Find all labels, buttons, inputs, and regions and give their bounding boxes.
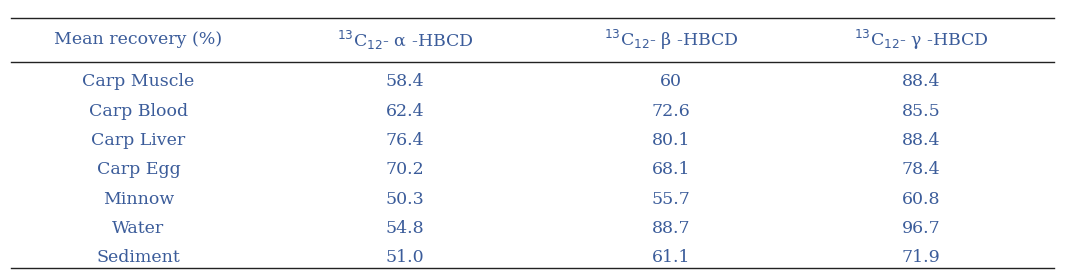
Text: 88.4: 88.4 bbox=[902, 73, 940, 90]
Text: 96.7: 96.7 bbox=[902, 220, 940, 237]
Text: 72.6: 72.6 bbox=[652, 103, 690, 120]
Text: 70.2: 70.2 bbox=[386, 162, 424, 179]
Text: Sediment: Sediment bbox=[97, 249, 180, 266]
Text: 68.1: 68.1 bbox=[652, 162, 690, 179]
Text: Water: Water bbox=[112, 220, 165, 237]
Text: 88.4: 88.4 bbox=[902, 132, 940, 149]
Text: 76.4: 76.4 bbox=[386, 132, 424, 149]
Text: Mean recovery (%): Mean recovery (%) bbox=[54, 32, 223, 49]
Text: 62.4: 62.4 bbox=[386, 103, 424, 120]
Text: Carp Liver: Carp Liver bbox=[92, 132, 185, 149]
Text: 80.1: 80.1 bbox=[652, 132, 690, 149]
Text: 58.4: 58.4 bbox=[386, 73, 424, 90]
Text: 71.9: 71.9 bbox=[902, 249, 940, 266]
Text: Carp Blood: Carp Blood bbox=[88, 103, 189, 120]
Text: 61.1: 61.1 bbox=[652, 249, 690, 266]
Text: $^{13}$C$_{12}$- γ -HBCD: $^{13}$C$_{12}$- γ -HBCD bbox=[854, 28, 988, 52]
Text: 85.5: 85.5 bbox=[902, 103, 940, 120]
Text: 55.7: 55.7 bbox=[652, 191, 690, 208]
Text: 60: 60 bbox=[660, 73, 682, 90]
Text: 54.8: 54.8 bbox=[386, 220, 424, 237]
Text: $^{13}$C$_{12}$- β -HBCD: $^{13}$C$_{12}$- β -HBCD bbox=[604, 28, 738, 52]
Text: Carp Egg: Carp Egg bbox=[97, 162, 180, 179]
Text: 78.4: 78.4 bbox=[902, 162, 940, 179]
Text: 50.3: 50.3 bbox=[386, 191, 424, 208]
Text: 51.0: 51.0 bbox=[386, 249, 424, 266]
Text: 88.7: 88.7 bbox=[652, 220, 690, 237]
Text: $^{13}$C$_{12}$- α -HBCD: $^{13}$C$_{12}$- α -HBCD bbox=[337, 28, 473, 52]
Text: Carp Muscle: Carp Muscle bbox=[82, 73, 195, 90]
Text: Minnow: Minnow bbox=[103, 191, 174, 208]
Text: 60.8: 60.8 bbox=[902, 191, 940, 208]
